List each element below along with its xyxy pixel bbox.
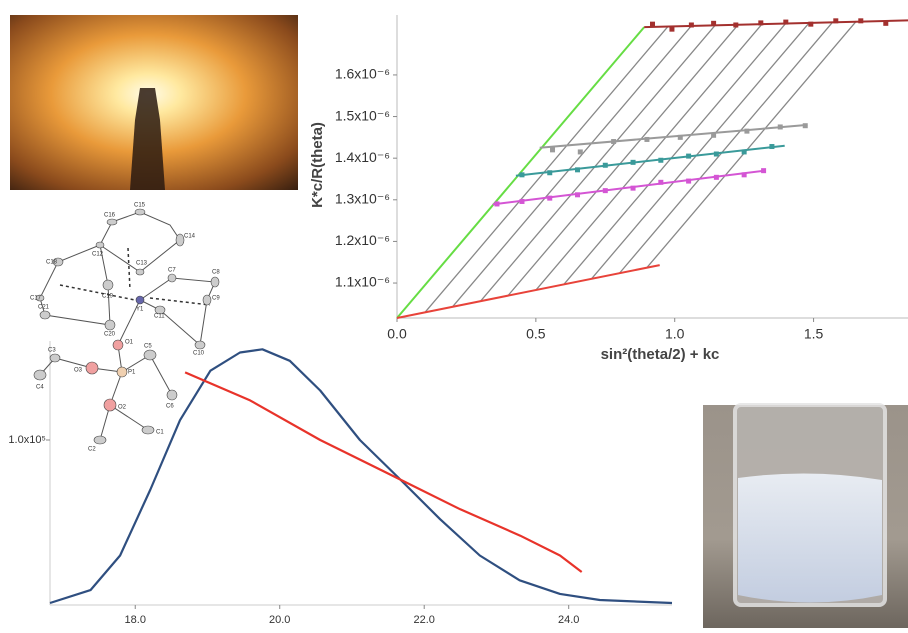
data-point: [742, 149, 747, 154]
x-tick-label: 22.0: [414, 614, 435, 626]
atom-label: P1: [128, 370, 136, 376]
data-point: [494, 201, 499, 206]
atom-label: Y1: [136, 307, 144, 313]
x-tick-label: 1.0: [665, 326, 685, 342]
atom-label: C20: [104, 332, 116, 338]
data-point: [833, 18, 838, 23]
data-point: [744, 129, 749, 134]
data-point: [519, 172, 524, 177]
data-point: [603, 188, 608, 193]
atom-label: C11: [154, 314, 165, 320]
data-point: [575, 192, 580, 197]
data-point: [689, 22, 694, 27]
data-line: [185, 372, 582, 572]
data-point: [611, 139, 616, 144]
photo-light: [10, 15, 298, 190]
chromatogram: 18.0 20.0 22.0 24.0 1.0x10⁵: [8, 341, 672, 626]
data-point: [711, 21, 716, 26]
x-tick-label: 0.0: [387, 326, 407, 342]
atom-label: C16: [104, 213, 116, 219]
y-tick-label: 1.1x10⁻⁶: [335, 274, 390, 290]
data-point: [686, 179, 691, 184]
data-point: [769, 144, 774, 149]
y-tick-label: 1.0x10⁵: [8, 434, 46, 446]
molecule: C16 C15 C14 C12 C13 C7 C8 C18 C19 Y1 C9 …: [0, 196, 300, 453]
atom-label: C9: [212, 296, 220, 302]
data-point: [714, 175, 719, 180]
y-tick-label: 1.4x10⁻⁶: [335, 149, 390, 165]
data-point: [644, 137, 649, 142]
atom-label: C14: [184, 234, 196, 240]
atom-label: C18: [46, 260, 58, 266]
atom-label: C3: [48, 348, 56, 354]
data-point: [631, 186, 636, 191]
data-point: [678, 135, 683, 140]
x-tick-label: 1.5: [804, 326, 824, 342]
data-point: [658, 158, 663, 163]
data-point: [733, 22, 738, 27]
data-point: [669, 27, 674, 32]
x-tick-label: 24.0: [558, 614, 579, 626]
data-point: [658, 180, 663, 185]
data-point: [550, 147, 555, 152]
atom-label: C8: [212, 270, 220, 276]
page: 18.0 20.0 22.0 24.0 1.0x10⁵ C16 C15 C14 C12 …: [0, 0, 908, 628]
y-tick-label: 1.3x10⁻⁶: [335, 190, 390, 206]
y-tick-label: 1.2x10⁻⁶: [335, 232, 390, 248]
atom-label: C4: [36, 385, 44, 391]
data-point: [650, 22, 655, 27]
data-point: [575, 167, 580, 172]
atom-label: C12: [92, 252, 104, 258]
atom-label: C15: [134, 203, 146, 209]
atom-label: C17: [30, 296, 42, 302]
photo-vial: [703, 405, 908, 628]
atom-label: C7: [168, 268, 176, 274]
data-point: [761, 168, 766, 173]
data-point: [758, 20, 763, 25]
x-tick-label: 20.0: [269, 614, 290, 626]
atom-label: C10: [193, 351, 205, 357]
data-point: [603, 163, 608, 168]
y-axis-label: K*c/R(theta): [309, 122, 326, 208]
atom-label: C6: [166, 404, 174, 410]
data-point: [778, 124, 783, 129]
data-point: [783, 20, 788, 25]
data-point: [742, 172, 747, 177]
data-point: [711, 133, 716, 138]
data-point: [547, 170, 552, 175]
atom-label: O3: [74, 368, 83, 374]
data-point: [803, 123, 808, 128]
data-point: [883, 21, 888, 26]
atom-label: C13: [136, 261, 148, 267]
data-point: [547, 196, 552, 201]
data-point: [631, 160, 636, 165]
atom-label: O1: [125, 340, 134, 346]
y-tick-label: 1.5x10⁻⁶: [335, 107, 390, 123]
x-axis-label: sin²(theta/2) + kc: [601, 346, 720, 363]
data-point: [578, 149, 583, 154]
data-line: [50, 349, 672, 603]
x-tick-label: 18.0: [125, 614, 146, 626]
y-tick-label: 1.6x10⁻⁶: [335, 66, 390, 82]
atom-label: C2: [88, 447, 96, 453]
data-point: [686, 154, 691, 159]
atom-label: C21: [38, 305, 50, 311]
collage: 18.0 20.0 22.0 24.0 1.0x10⁵ C16 C15 C14 C12 …: [0, 0, 908, 628]
atom-label: C1: [156, 430, 164, 436]
x-tick-label: 0.5: [526, 326, 546, 342]
data-point: [519, 199, 524, 204]
data-point: [808, 22, 813, 27]
atom-label: O2: [118, 405, 127, 411]
data-point: [858, 18, 863, 23]
atom-label: C19: [102, 294, 114, 300]
atom-label: C5: [144, 344, 152, 350]
data-point: [714, 152, 719, 157]
